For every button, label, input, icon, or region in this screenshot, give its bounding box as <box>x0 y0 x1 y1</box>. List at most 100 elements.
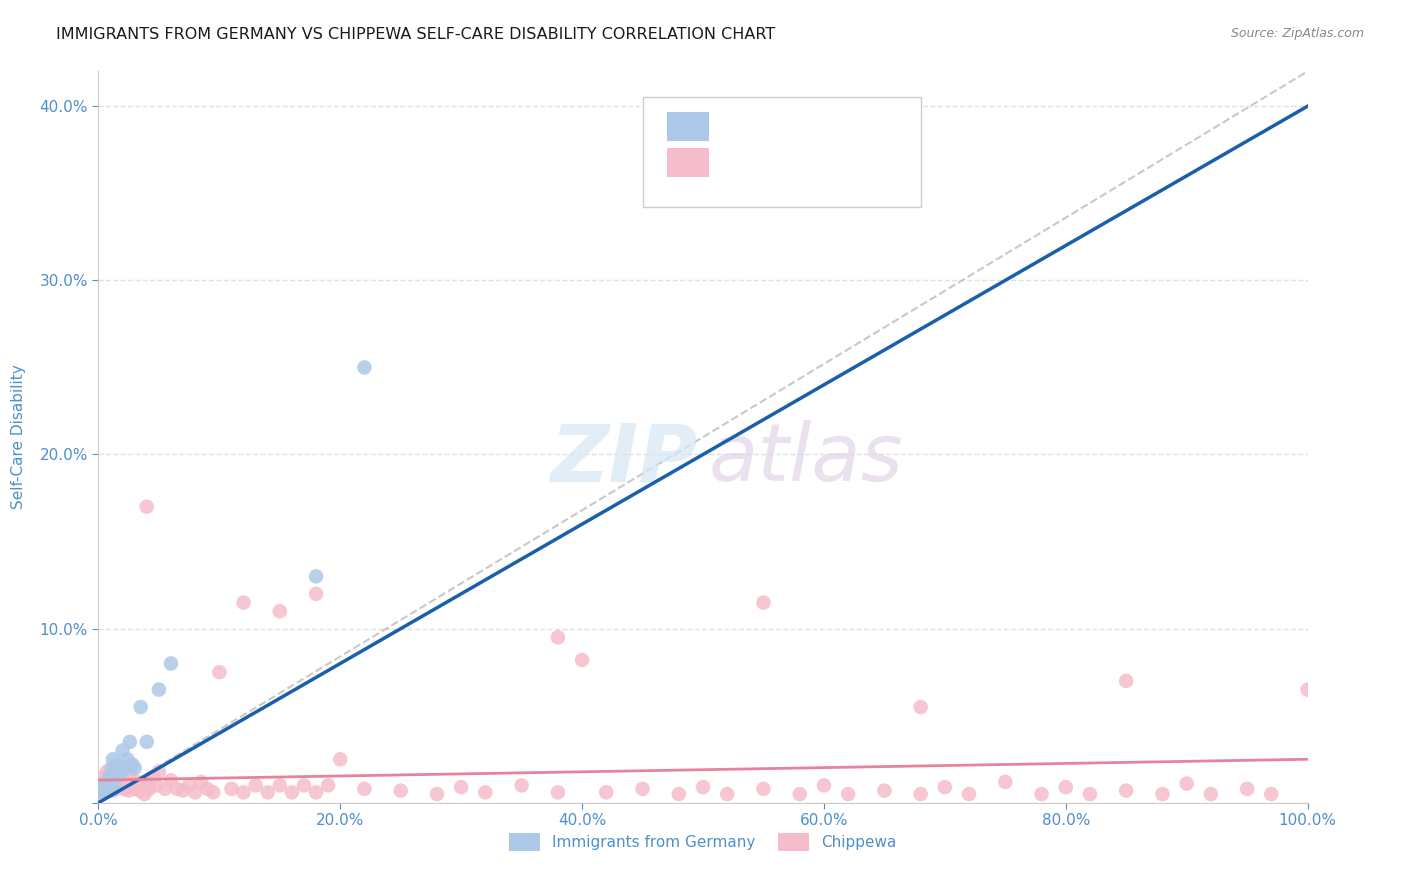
Point <box>111 770 134 784</box>
Point <box>148 764 170 779</box>
Point <box>631 781 654 796</box>
Point <box>108 768 131 782</box>
Point <box>269 604 291 618</box>
Point <box>1115 783 1137 797</box>
Point <box>104 761 127 775</box>
Point <box>91 785 114 799</box>
Point <box>232 595 254 609</box>
Point <box>94 783 117 797</box>
Point <box>153 781 176 796</box>
Point <box>692 780 714 794</box>
FancyBboxPatch shape <box>666 148 709 178</box>
Point <box>281 785 304 799</box>
Y-axis label: Self-Care Disability: Self-Care Disability <box>11 365 25 509</box>
Point <box>837 787 859 801</box>
Point <box>910 700 932 714</box>
Point <box>97 773 120 788</box>
Text: Source: ZipAtlas.com: Source: ZipAtlas.com <box>1230 27 1364 40</box>
Point <box>208 665 231 680</box>
Point <box>668 787 690 801</box>
Point <box>752 595 775 609</box>
Point <box>190 775 212 789</box>
Point <box>96 775 118 789</box>
Point <box>160 657 183 671</box>
Point <box>100 781 122 796</box>
FancyBboxPatch shape <box>643 97 921 207</box>
Point <box>134 787 156 801</box>
Point <box>93 778 115 792</box>
Point <box>97 783 120 797</box>
Point <box>107 775 129 789</box>
Point <box>148 682 170 697</box>
Point <box>305 587 328 601</box>
Point <box>160 773 183 788</box>
Point <box>135 775 157 789</box>
Point <box>124 781 146 796</box>
Point <box>1078 787 1101 801</box>
Point <box>269 778 291 792</box>
Text: IMMIGRANTS FROM GERMANY VS CHIPPEWA SELF-CARE DISABILITY CORRELATION CHART: IMMIGRANTS FROM GERMANY VS CHIPPEWA SELF… <box>56 27 776 42</box>
Point <box>510 778 533 792</box>
Point <box>202 785 225 799</box>
Point <box>100 761 122 775</box>
Point <box>389 783 412 797</box>
Point <box>994 775 1017 789</box>
Point <box>103 770 125 784</box>
Point <box>110 778 132 792</box>
Point <box>329 752 352 766</box>
Point <box>1031 787 1053 801</box>
Point <box>571 653 593 667</box>
Point <box>108 761 131 775</box>
Point <box>120 768 142 782</box>
Point <box>117 775 139 789</box>
Point <box>450 780 472 794</box>
Point <box>138 781 160 796</box>
Point <box>131 778 153 792</box>
Point <box>752 781 775 796</box>
Point <box>100 775 122 789</box>
Point <box>595 785 617 799</box>
Point <box>94 778 117 792</box>
Point <box>547 631 569 645</box>
Point <box>101 783 124 797</box>
Point <box>716 787 738 801</box>
Point <box>129 700 152 714</box>
Point <box>184 785 207 799</box>
Point <box>101 752 124 766</box>
Point <box>105 764 128 779</box>
Point <box>789 787 811 801</box>
Point <box>121 757 143 772</box>
Point <box>353 781 375 796</box>
Point <box>100 768 122 782</box>
Point <box>1175 777 1198 791</box>
Point <box>1260 787 1282 801</box>
Point <box>91 785 114 799</box>
Point <box>353 360 375 375</box>
Point <box>910 787 932 801</box>
Point <box>118 783 141 797</box>
Point <box>105 781 128 796</box>
Text: R = 0.750   N = 28: R = 0.750 N = 28 <box>724 116 903 134</box>
Point <box>107 757 129 772</box>
Point <box>813 778 835 792</box>
Point <box>98 781 121 796</box>
Point <box>145 778 167 792</box>
Point <box>135 500 157 514</box>
Point <box>91 775 114 789</box>
Point <box>1236 781 1258 796</box>
Point <box>90 787 112 801</box>
Point <box>316 778 339 792</box>
Point <box>111 743 134 757</box>
Point <box>118 735 141 749</box>
Point <box>103 778 125 792</box>
Point <box>957 787 980 801</box>
Point <box>104 770 127 784</box>
Point <box>232 785 254 799</box>
Point <box>172 783 194 797</box>
Text: atlas: atlas <box>709 420 904 498</box>
Point <box>195 781 218 796</box>
Point <box>114 761 136 775</box>
Text: ZIP: ZIP <box>550 420 697 498</box>
Point <box>114 781 136 796</box>
Point <box>1115 673 1137 688</box>
